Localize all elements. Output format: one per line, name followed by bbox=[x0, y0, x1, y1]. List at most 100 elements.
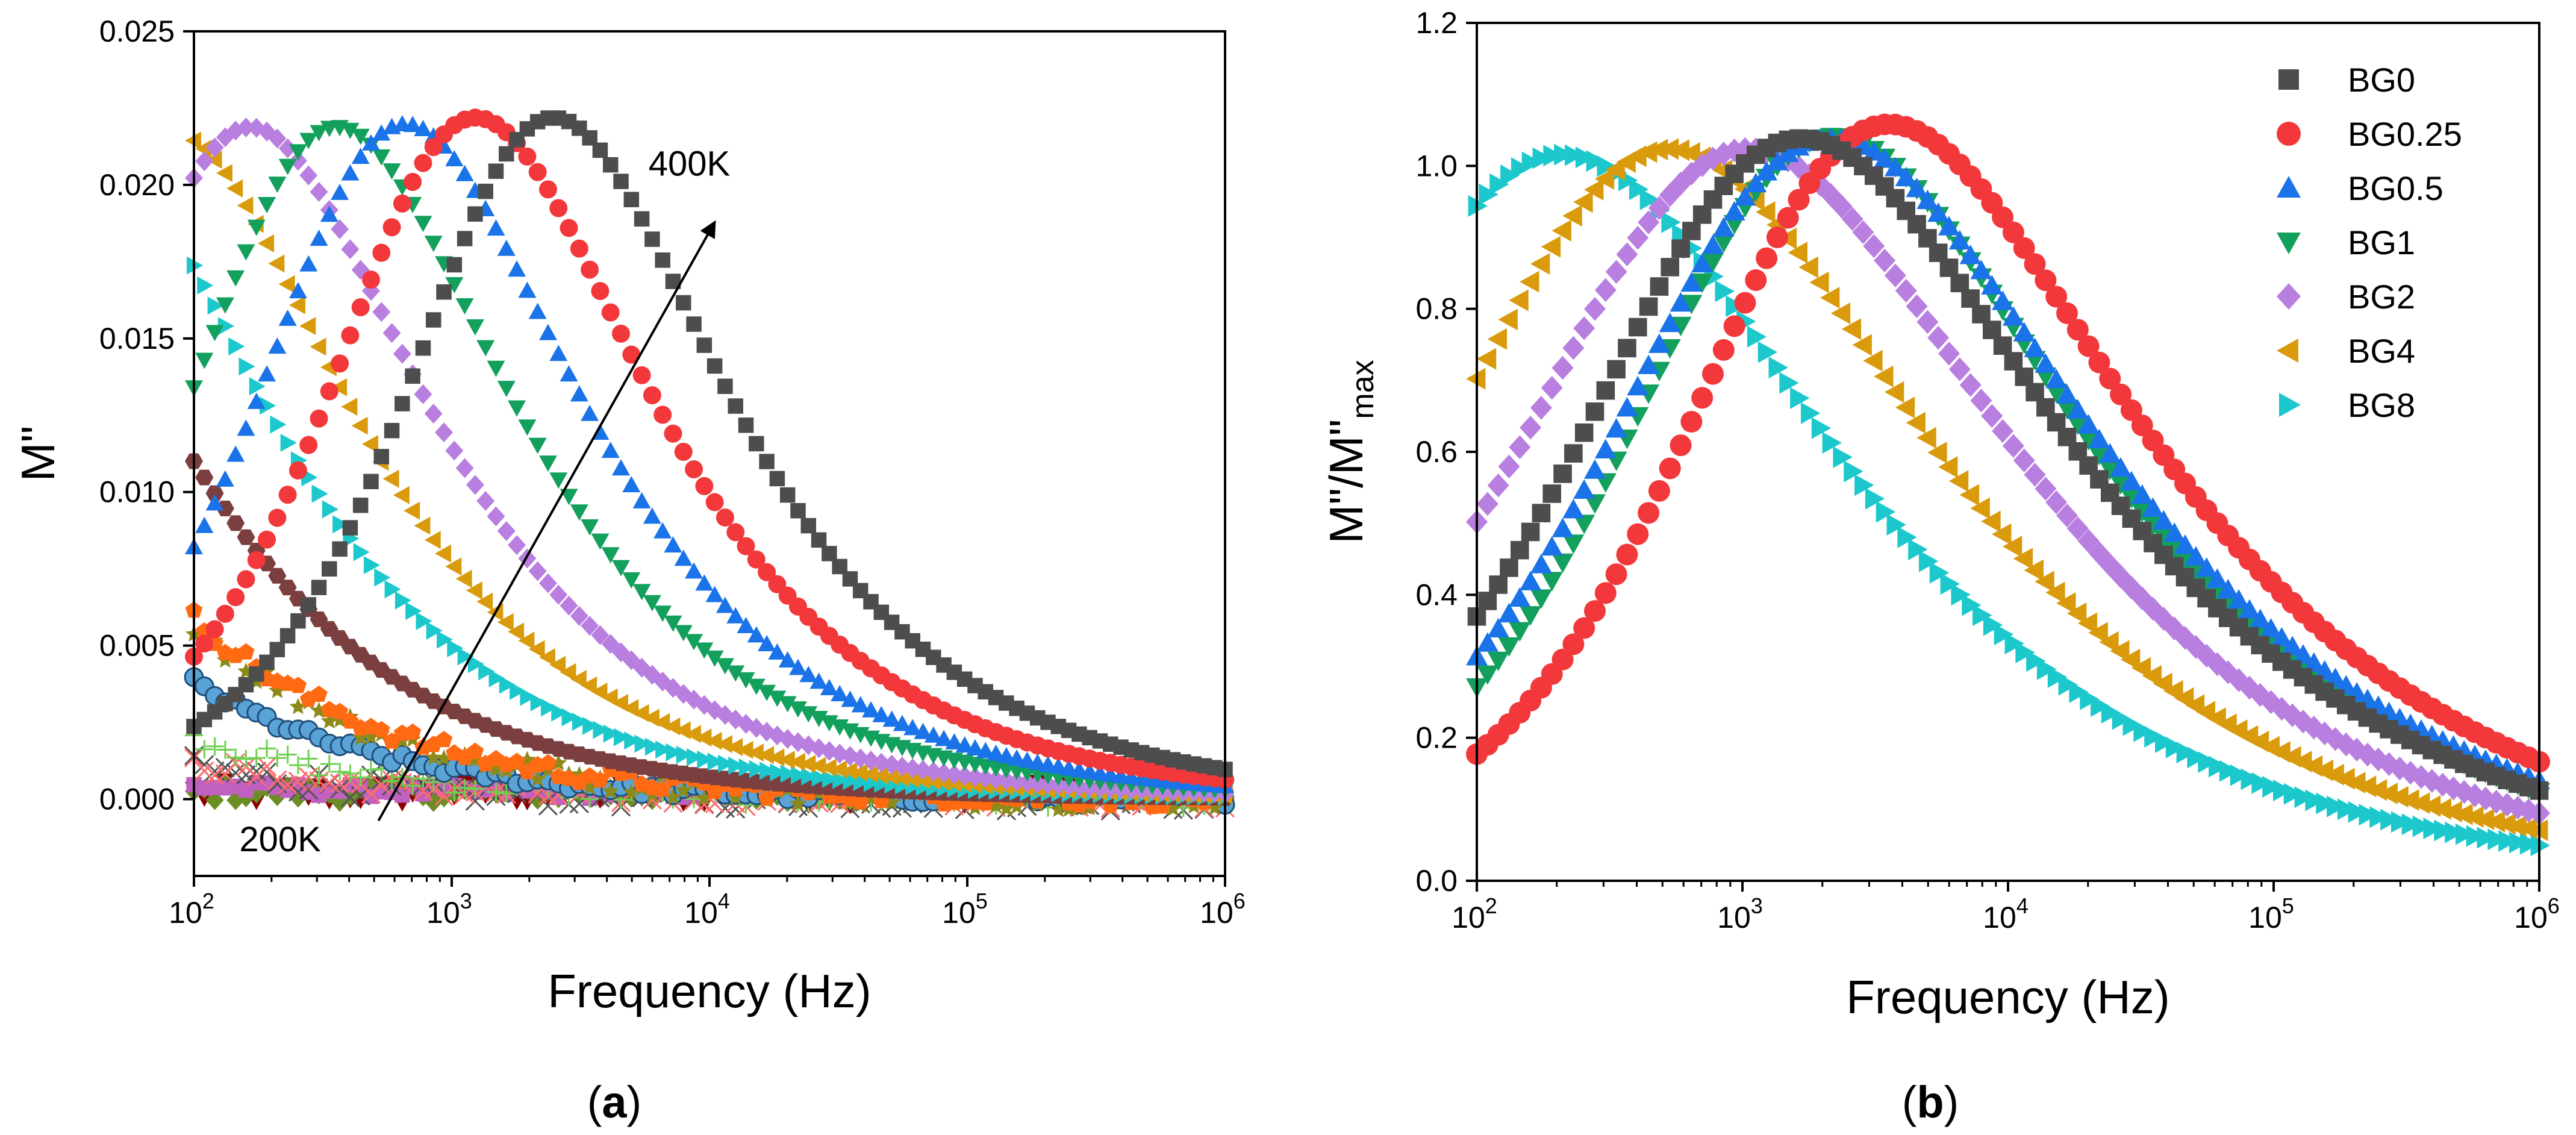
380K-point bbox=[570, 385, 588, 402]
BG4-point bbox=[1841, 318, 1862, 340]
BG0.5-point bbox=[1552, 517, 1574, 537]
BG4-point bbox=[1509, 289, 1529, 311]
BG0-point bbox=[2004, 352, 2023, 371]
BG2-point bbox=[1509, 435, 1531, 460]
panel-a-y-tick-label: 0.020 bbox=[99, 168, 175, 202]
BG8-point bbox=[1500, 164, 1520, 187]
BG0-point bbox=[1671, 239, 1690, 258]
BG1-point bbox=[2056, 399, 2078, 419]
290K-point bbox=[310, 766, 328, 784]
380K-point bbox=[195, 516, 214, 533]
290K-point bbox=[299, 749, 318, 768]
380K-point bbox=[716, 596, 734, 613]
370K-point bbox=[632, 584, 651, 601]
390K-point bbox=[299, 436, 318, 454]
310K-point bbox=[352, 728, 369, 746]
BG0.5-point bbox=[2260, 618, 2282, 638]
380K-point bbox=[518, 281, 537, 298]
350K-point bbox=[560, 663, 576, 681]
BG2-point bbox=[2066, 516, 2089, 541]
390K-point bbox=[538, 180, 557, 199]
350K-point bbox=[288, 296, 305, 314]
350K-point bbox=[331, 378, 348, 396]
BG8-point bbox=[1962, 594, 1982, 616]
BG2-point bbox=[2024, 463, 2046, 487]
panel-a: 102 103 104 105 106 0.0000.0050.0100.0150.02… bbox=[11, 14, 1246, 1018]
370K-point bbox=[674, 625, 693, 642]
caption-b-open: ( bbox=[1902, 1077, 1917, 1127]
350K-point bbox=[351, 416, 368, 435]
BG2-point bbox=[1638, 210, 1660, 234]
380K-point bbox=[965, 739, 984, 755]
340K-point bbox=[822, 769, 838, 788]
BG8-point bbox=[2080, 688, 2100, 710]
BG2-point bbox=[2013, 448, 2035, 473]
390K-point bbox=[768, 575, 787, 593]
400K-point bbox=[769, 471, 785, 487]
legend-marker-BG1 bbox=[2277, 233, 2301, 254]
350K-point bbox=[862, 764, 879, 783]
340K-point bbox=[874, 775, 891, 793]
360K-point bbox=[945, 764, 964, 785]
360K-point bbox=[581, 616, 599, 636]
370K-point bbox=[788, 701, 807, 718]
BG0.5-point bbox=[1895, 166, 1917, 187]
BG4-point bbox=[1498, 308, 1518, 331]
350K-point bbox=[310, 337, 326, 356]
360K-point bbox=[497, 521, 516, 542]
310K-point bbox=[675, 781, 693, 798]
BG4-point bbox=[1820, 287, 1840, 309]
370K-point bbox=[799, 706, 818, 723]
390K-point bbox=[643, 386, 661, 405]
380K-point bbox=[882, 710, 901, 727]
360K-point bbox=[414, 384, 432, 404]
340K-point bbox=[843, 772, 859, 790]
BG8-point bbox=[2133, 720, 2153, 742]
390K-point bbox=[320, 382, 338, 401]
BG0.5-point bbox=[1680, 272, 1703, 292]
BG8-point bbox=[1983, 614, 2003, 636]
340K-point bbox=[780, 764, 797, 783]
series-380K bbox=[185, 115, 1234, 793]
BG4-point bbox=[1948, 470, 1969, 492]
370K-point bbox=[716, 658, 734, 675]
390K-point bbox=[601, 303, 620, 322]
BG1-point bbox=[1562, 534, 1585, 554]
340K-point bbox=[728, 756, 745, 775]
BG8-point bbox=[1715, 280, 1735, 302]
380K-point bbox=[737, 616, 755, 633]
BG0.25-point bbox=[1766, 227, 1788, 249]
350K-point bbox=[778, 751, 795, 769]
caption-b: (b) bbox=[1902, 1077, 1959, 1127]
BG1-point bbox=[1680, 295, 1703, 314]
330K-point bbox=[195, 469, 214, 486]
380K-point bbox=[278, 309, 297, 326]
BG1-point bbox=[1476, 665, 1499, 685]
360K-point bbox=[205, 137, 224, 158]
290K-point bbox=[404, 777, 422, 795]
350K-point bbox=[747, 743, 764, 762]
BG2-point bbox=[1830, 195, 1853, 219]
BG0.25-point bbox=[1680, 410, 1703, 433]
350K-point bbox=[508, 622, 525, 641]
400K-point bbox=[759, 454, 775, 469]
400K-point bbox=[822, 546, 837, 561]
400K-point bbox=[322, 561, 337, 577]
legend-label-BG0.5: BG0.5 bbox=[2348, 169, 2443, 207]
320K-point bbox=[591, 771, 609, 788]
BG0.5-point bbox=[1638, 354, 1660, 375]
370K-point bbox=[205, 325, 224, 342]
360K-point bbox=[549, 584, 568, 605]
340K-point bbox=[666, 743, 682, 761]
380K-point bbox=[820, 678, 838, 695]
series-BG0 bbox=[1467, 129, 2549, 800]
BG1-point bbox=[2045, 383, 2068, 404]
BG0.5-point bbox=[2238, 599, 2260, 619]
360K-point bbox=[965, 767, 984, 787]
290K-point bbox=[497, 784, 516, 803]
360K-point bbox=[987, 769, 1005, 790]
360K-point bbox=[435, 422, 454, 443]
BG4-point bbox=[2024, 559, 2044, 581]
380K-point bbox=[528, 302, 547, 319]
340K-point bbox=[676, 745, 693, 764]
